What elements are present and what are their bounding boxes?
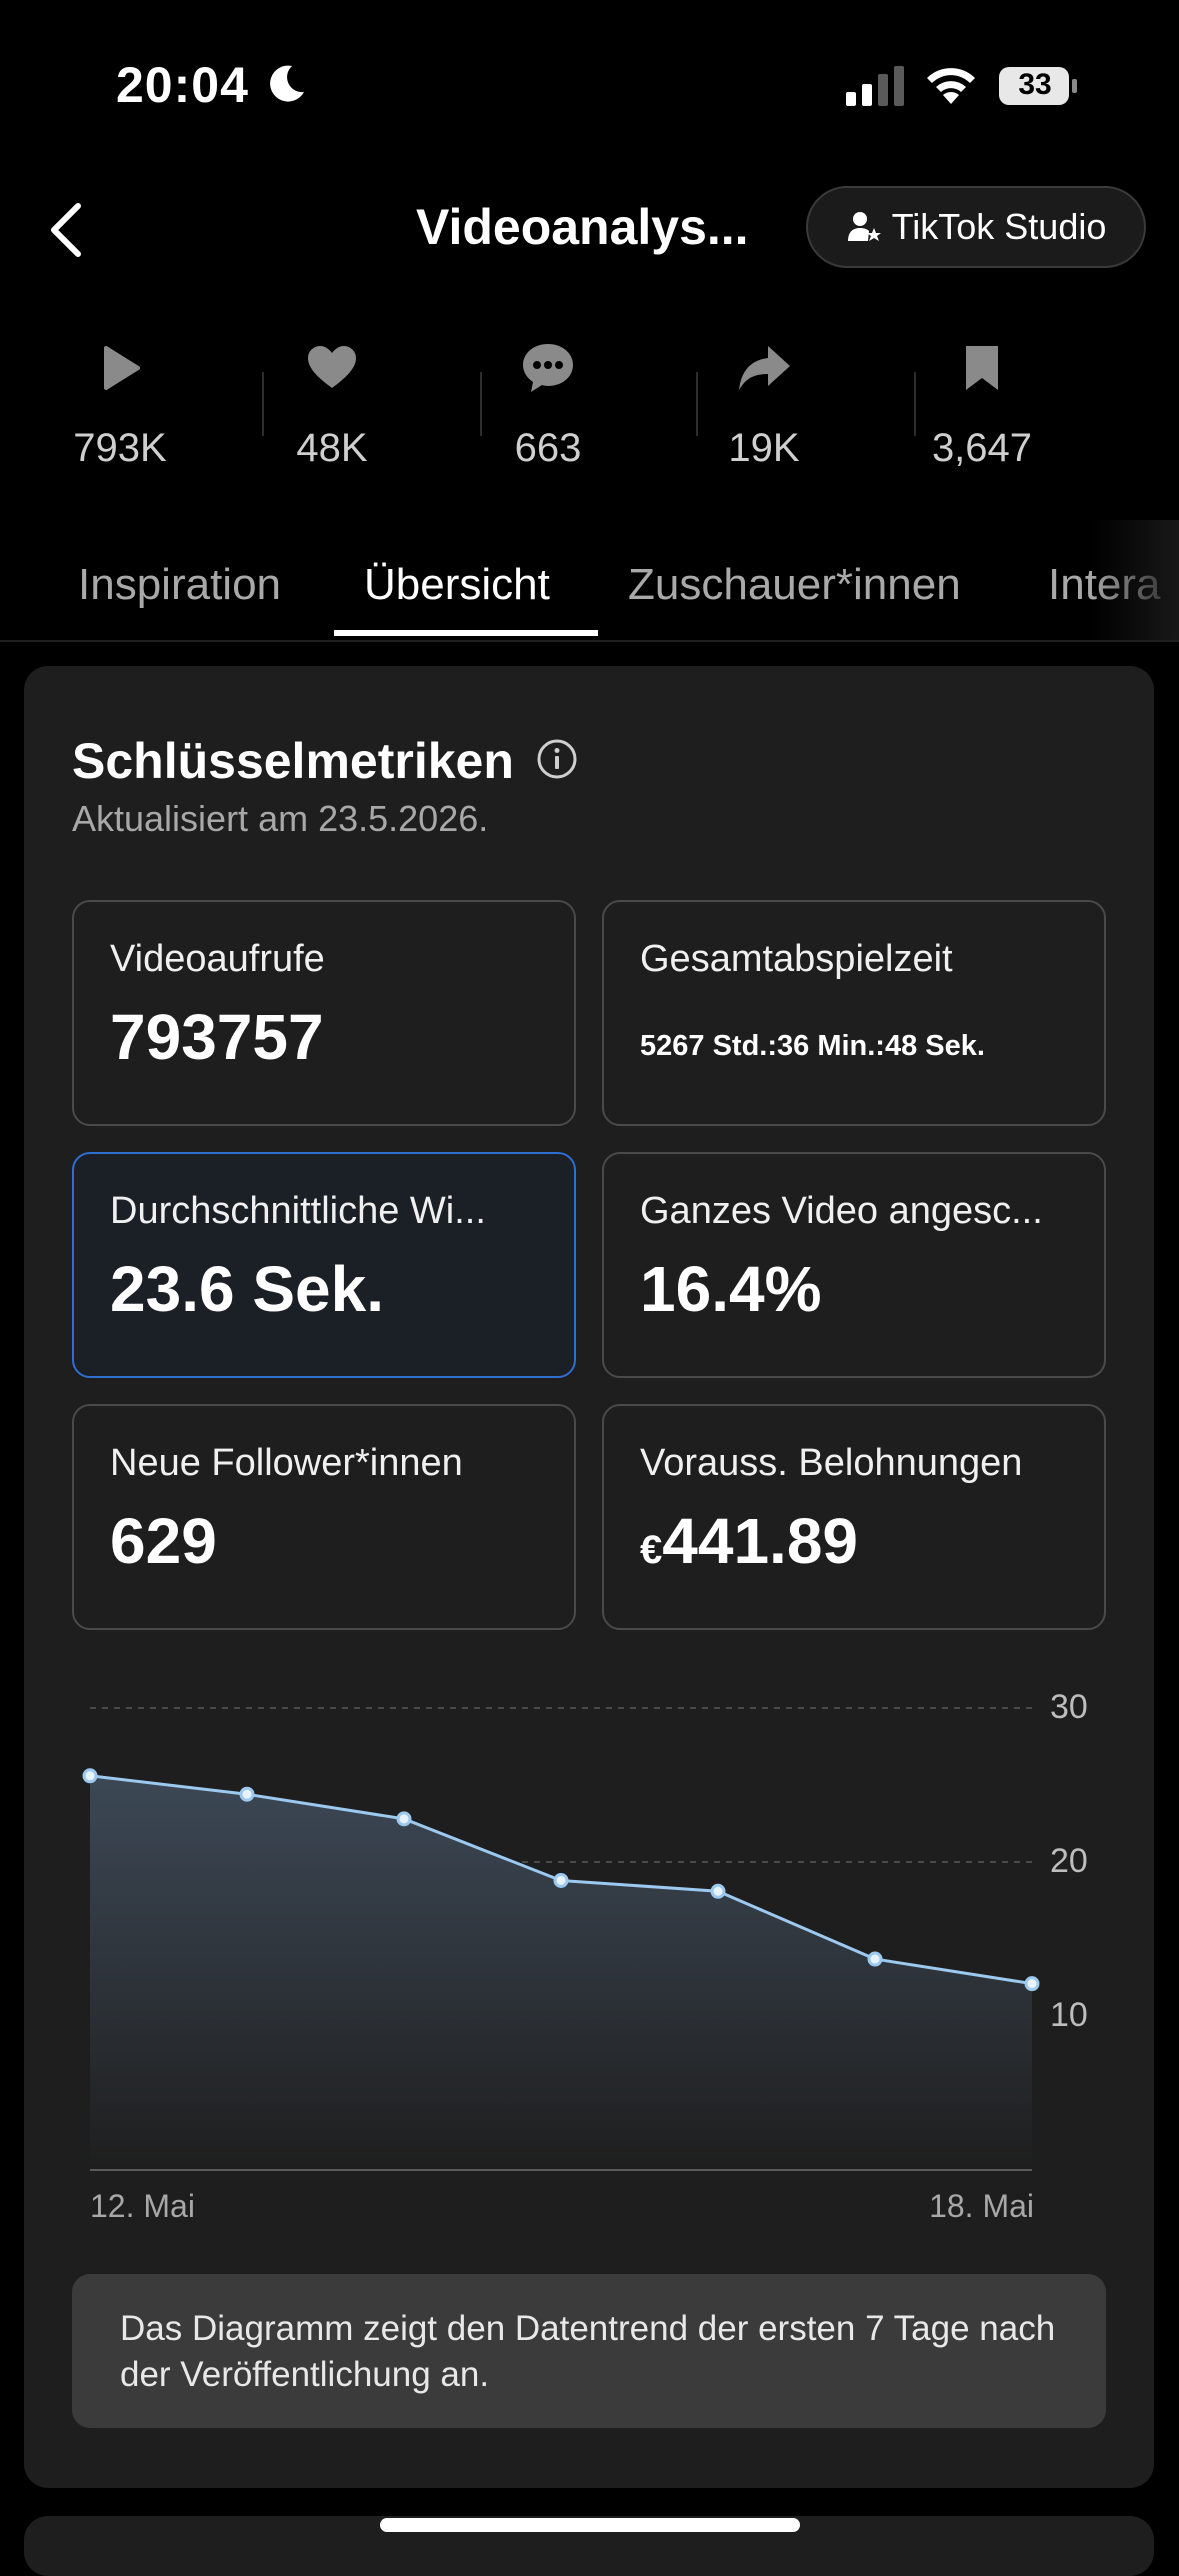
comment-icon	[523, 344, 573, 392]
updated-date: Aktualisiert am 23.5.2026.	[72, 798, 489, 839]
heart-icon	[308, 346, 356, 388]
trend-chart: 30 20 10 12. Mai 18. Mai	[24, 1666, 1154, 2226]
active-tab-indicator	[334, 630, 598, 636]
metric-value: 16.4%	[640, 1253, 822, 1325]
metric-average-watch-time[interactable]: Durchschnittliche Wi... 23.6 Sek.	[72, 1152, 576, 1378]
section-title: Schlüsselmetriken	[72, 733, 514, 789]
metric-label: Gesamtabspielzeit	[640, 938, 953, 980]
stat-plays: 793K	[40, 340, 200, 471]
metric-label: Neue Follower*innen	[110, 1442, 463, 1484]
metric-estimated-rewards[interactable]: Vorauss. Belohnungen €441.89	[602, 1404, 1106, 1630]
bookmark-icon	[966, 346, 998, 390]
analytics-tabs: Inspiration Übersicht Zuschauer*innen In…	[0, 540, 1179, 640]
metric-value: 23.6 Sek.	[110, 1253, 384, 1325]
chart-area	[90, 1775, 1032, 2170]
metric-new-followers[interactable]: Neue Follower*innen 629	[72, 1404, 576, 1630]
stat-likes: 48K	[252, 340, 412, 471]
chart-point[interactable]	[553, 1872, 569, 1888]
x-tick-label: 12. Mai	[90, 2188, 195, 2224]
back-chevron-icon[interactable]	[44, 200, 88, 260]
chart-note: Das Diagramm zeigt den Datentrend der er…	[72, 2274, 1106, 2428]
y-tick-label: 30	[1050, 1688, 1088, 1726]
y-tick-label: 10	[1050, 1996, 1088, 2034]
status-bar: 20:04 33	[0, 0, 1179, 170]
share-icon	[739, 346, 790, 390]
tab-uebersicht[interactable]: Übersicht	[364, 560, 550, 609]
x-tick-label: 18. Mai	[929, 2188, 1034, 2224]
reward-amount: 441.89	[662, 1505, 858, 1577]
metric-video-views[interactable]: Videoaufrufe 793757	[72, 900, 576, 1126]
tab-inspiration[interactable]: Inspiration	[78, 560, 282, 609]
key-metrics-card: Schlüsselmetriken Aktualisiert am 23.5.2…	[24, 666, 1154, 2488]
metric-value: 793757	[110, 1001, 324, 1073]
stat-value: 793K	[73, 426, 167, 470]
metric-total-watch-time[interactable]: Gesamtabspielzeit 5267 Std.:36 Min.:48 S…	[602, 900, 1106, 1126]
chart-point[interactable]	[239, 1786, 255, 1802]
tab-zuschauer[interactable]: Zuschauer*innen	[628, 560, 961, 609]
stat-divider	[480, 372, 482, 436]
metric-value: 629	[110, 1505, 217, 1577]
metric-label: Vorauss. Belohnungen	[640, 1442, 1023, 1484]
stat-value: 48K	[296, 426, 368, 470]
play-icon	[104, 346, 140, 390]
page-title: Videoanalys...	[416, 199, 749, 255]
metric-value: 5267 Std.:36 Min.:48 Sek.	[640, 1030, 985, 1062]
battery-icon	[999, 67, 1077, 105]
chart-point[interactable]	[396, 1811, 412, 1827]
metric-value: €441.89	[640, 1504, 858, 1578]
stat-value: 19K	[728, 426, 800, 470]
metric-label: Videoaufrufe	[110, 938, 325, 980]
y-tick-label: 20	[1050, 1842, 1088, 1880]
chart-point[interactable]	[867, 1951, 883, 1967]
trend-chart-plot	[82, 1707, 1040, 2171]
stat-shares: 19K	[684, 340, 844, 471]
currency-symbol: €	[640, 1528, 663, 1572]
metric-label: Durchschnittliche Wi...	[110, 1190, 486, 1232]
wifi-icon	[927, 68, 975, 104]
moon-icon	[270, 65, 304, 102]
chart-point[interactable]	[82, 1768, 98, 1784]
stat-divider	[696, 372, 698, 436]
metric-full-video-watched[interactable]: Ganzes Video angesc... 16.4%	[602, 1152, 1106, 1378]
metric-label: Ganzes Video angesc...	[640, 1190, 1043, 1232]
video-stats-row: 793K 48K 663 19K 3,647	[40, 340, 1140, 490]
tabs-divider	[0, 640, 1179, 642]
stat-divider	[262, 372, 264, 436]
stat-divider	[914, 372, 916, 436]
chart-point[interactable]	[710, 1883, 726, 1899]
tiktok-studio-button[interactable]: TikTok Studio	[806, 186, 1146, 268]
stat-saves: 3,647	[902, 340, 1062, 471]
cellular-signal-icon	[846, 66, 904, 106]
tabs-scroll-fade	[1090, 520, 1179, 640]
stat-value: 3,647	[931, 426, 1033, 470]
status-time: 20:04	[116, 57, 249, 113]
battery-level: 33	[1018, 68, 1052, 101]
home-indicator[interactable]	[380, 2518, 800, 2532]
stat-value: 663	[514, 426, 582, 470]
info-icon[interactable]	[536, 738, 578, 780]
stat-comments: 663	[468, 340, 628, 471]
user-star-icon	[847, 212, 881, 241]
tiktok-studio-label: TikTok Studio	[891, 206, 1107, 247]
chart-point[interactable]	[1024, 1976, 1040, 1992]
